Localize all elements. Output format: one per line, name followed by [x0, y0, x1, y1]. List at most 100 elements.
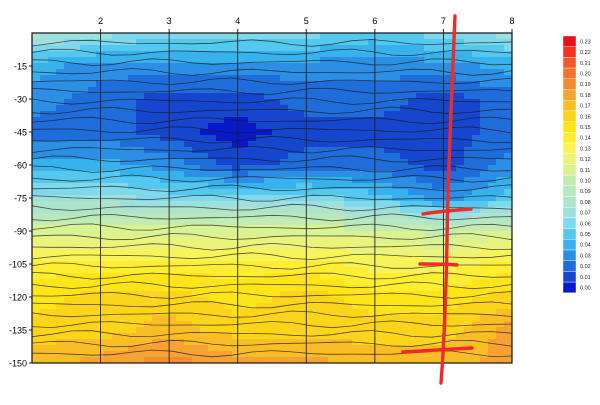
heatmap-cell [488, 159, 497, 166]
heatmap-cell [368, 189, 377, 196]
heatmap-cell [384, 309, 393, 316]
heatmap-cell [432, 303, 441, 310]
red-horizontal-stroke [418, 262, 459, 267]
heatmap-cell [264, 297, 273, 304]
heatmap-cell [408, 39, 417, 46]
heatmap-cell [168, 33, 177, 40]
heatmap-cell [200, 141, 209, 148]
heatmap-cell [248, 153, 257, 160]
heatmap-cell [184, 147, 193, 154]
heatmap-cell [504, 159, 512, 166]
heatmap-cell [160, 51, 169, 58]
heatmap-cell [456, 69, 465, 76]
heatmap-cell [408, 285, 417, 292]
heatmap-cell [360, 279, 369, 286]
heatmap-cell [144, 177, 153, 184]
heatmap-cell [144, 315, 153, 322]
heatmap-cell [424, 171, 433, 178]
heatmap-cell [208, 81, 217, 88]
heatmap-cell [336, 237, 345, 244]
heatmap-cell [200, 357, 209, 363]
heatmap-cell [136, 213, 145, 220]
heatmap-cell [328, 303, 337, 310]
heatmap-cell [248, 165, 257, 172]
heatmap-cell [424, 39, 433, 46]
heatmap-cell [296, 183, 305, 190]
heatmap-cell [136, 231, 145, 238]
heatmap-cell [168, 231, 177, 238]
heatmap-cell [496, 267, 505, 274]
heatmap-cell [464, 159, 473, 166]
heatmap-cell [496, 351, 505, 358]
heatmap-cell [104, 81, 113, 88]
heatmap-cell [432, 165, 441, 172]
heatmap-cell [248, 105, 257, 112]
heatmap-cell [144, 69, 153, 76]
heatmap-cell [136, 237, 145, 244]
heatmap-cell [224, 117, 233, 124]
heatmap-cell [112, 273, 121, 280]
heatmap-cell [160, 339, 169, 346]
heatmap-cell [104, 309, 113, 316]
heatmap-cell [464, 291, 473, 298]
heatmap-cell [400, 237, 409, 244]
heatmap-cell [128, 243, 137, 250]
heatmap-cell [32, 117, 41, 124]
heatmap-cell [480, 171, 489, 178]
heatmap-cell [256, 297, 265, 304]
heatmap-cell [240, 135, 249, 142]
heatmap-cell [248, 189, 257, 196]
heatmap-cell [368, 237, 377, 244]
heatmap-cell [176, 327, 185, 334]
heatmap-cell [328, 123, 337, 130]
heatmap-cell [224, 177, 233, 184]
heatmap-cell [336, 39, 345, 46]
heatmap-cell [464, 111, 473, 118]
heatmap-cell [192, 69, 201, 76]
heatmap-cell [104, 267, 113, 274]
heatmap-cell [408, 303, 417, 310]
heatmap-cell [440, 57, 449, 64]
heatmap-cell [368, 81, 377, 88]
heatmap-cell [256, 99, 265, 106]
heatmap-cell [120, 333, 129, 340]
heatmap-cell [368, 297, 377, 304]
heatmap-cell [128, 33, 137, 40]
heatmap-cell [88, 69, 97, 76]
heatmap-cell [144, 207, 153, 214]
heatmap-cell [88, 141, 97, 148]
heatmap-cell [256, 327, 265, 334]
heatmap-cell [80, 123, 89, 130]
heatmap-cell [416, 273, 425, 280]
heatmap-cell [32, 291, 41, 298]
heatmap-cell [304, 39, 313, 46]
heatmap-cell [160, 291, 169, 298]
heatmap-cell [112, 99, 121, 106]
heatmap-cell [496, 111, 505, 118]
heatmap-cell [240, 255, 249, 262]
heatmap-cell [128, 273, 137, 280]
heatmap-cell [416, 345, 425, 352]
heatmap-cell [176, 219, 185, 226]
heatmap-cell [240, 321, 249, 328]
heatmap-cell [192, 183, 201, 190]
heatmap-cell [328, 63, 337, 70]
heatmap-cell [248, 261, 257, 268]
heatmap-cell [64, 237, 73, 244]
heatmap-cell [256, 249, 265, 256]
heatmap-cell [328, 87, 337, 94]
heatmap-cell [296, 45, 305, 52]
heatmap-cell [256, 75, 265, 82]
heatmap-cell [456, 357, 465, 363]
heatmap-cell [360, 303, 369, 310]
heatmap-cell [128, 327, 137, 334]
heatmap-cell [272, 345, 281, 352]
heatmap-cell [152, 33, 161, 40]
heatmap-cell [216, 345, 225, 352]
heatmap-cell [184, 315, 193, 322]
heatmap-cell [408, 117, 417, 124]
heatmap-cell [376, 87, 385, 94]
heatmap-cell [216, 147, 225, 154]
heatmap-cell [144, 321, 153, 328]
heatmap-cell [240, 315, 249, 322]
